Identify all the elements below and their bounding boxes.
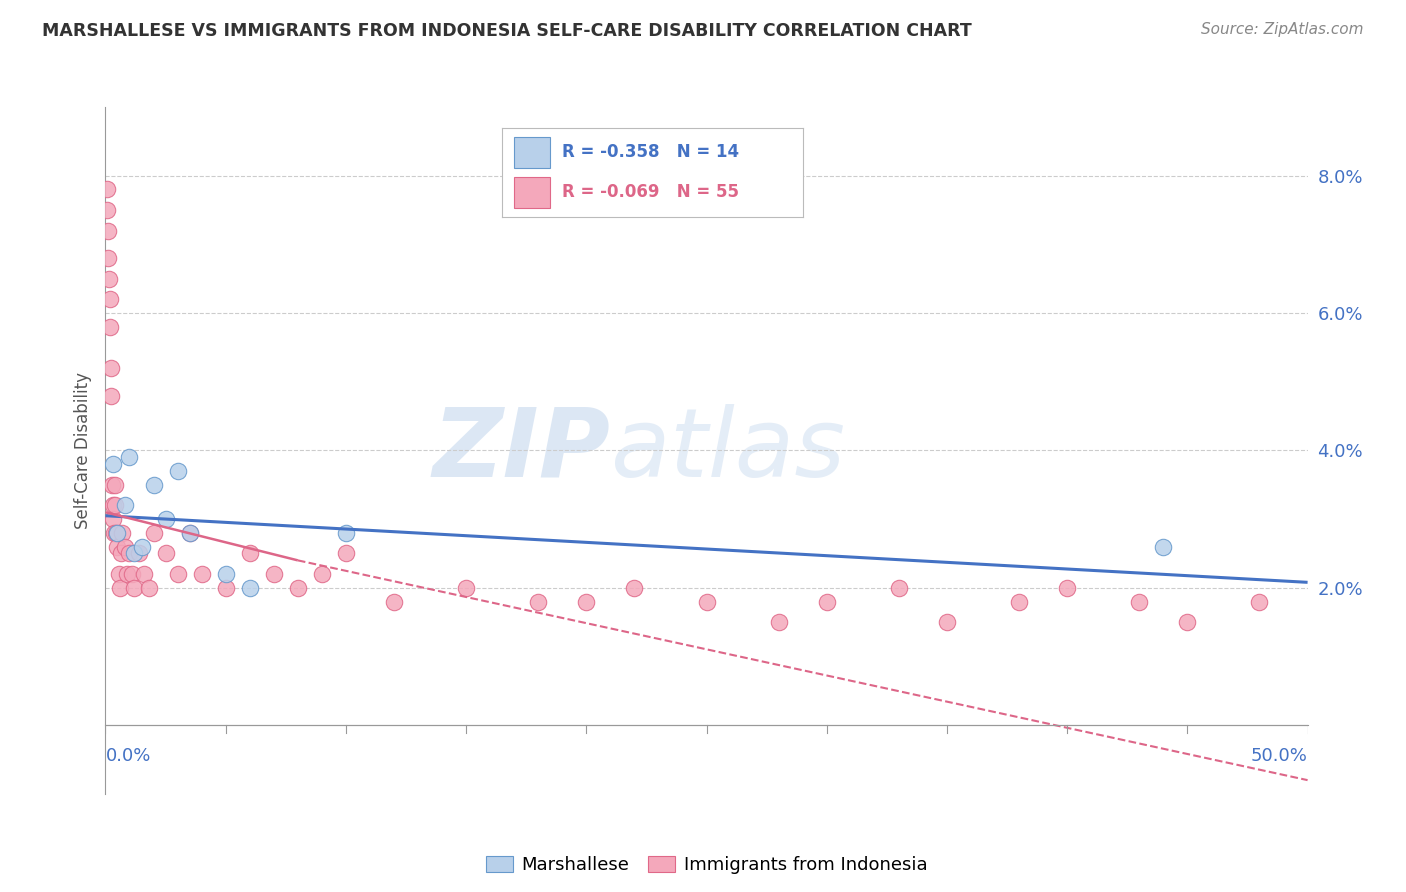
Point — [335, 525, 357, 540]
Legend: Marshallese, Immigrants from Indonesia: Marshallese, Immigrants from Indonesia — [478, 848, 935, 881]
Point — [179, 525, 201, 540]
FancyBboxPatch shape — [515, 177, 550, 208]
Text: R = -0.358   N = 14: R = -0.358 N = 14 — [562, 144, 740, 161]
Point — [101, 477, 124, 491]
Point — [335, 546, 357, 560]
Point — [100, 388, 122, 402]
Point — [190, 567, 212, 582]
Point — [239, 546, 262, 560]
Point — [166, 567, 188, 582]
Point — [1152, 540, 1174, 554]
Point — [936, 615, 959, 630]
Text: atlas: atlas — [610, 404, 845, 497]
Text: MARSHALLESE VS IMMIGRANTS FROM INDONESIA SELF-CARE DISABILITY CORRELATION CHART: MARSHALLESE VS IMMIGRANTS FROM INDONESIA… — [42, 22, 972, 40]
Point — [108, 581, 131, 595]
Point — [104, 477, 127, 491]
Point — [623, 581, 645, 595]
Point — [263, 567, 285, 582]
Point — [115, 567, 138, 582]
Text: 50.0%: 50.0% — [1251, 747, 1308, 765]
Point — [1249, 594, 1271, 608]
Text: 0.0%: 0.0% — [105, 747, 150, 765]
Text: Source: ZipAtlas.com: Source: ZipAtlas.com — [1201, 22, 1364, 37]
Point — [103, 499, 125, 513]
Point — [105, 525, 128, 540]
Point — [1056, 581, 1078, 595]
Point — [103, 525, 125, 540]
Point — [214, 567, 236, 582]
Point — [128, 546, 150, 560]
Text: ZIP: ZIP — [433, 404, 610, 497]
Point — [138, 581, 160, 595]
Point — [107, 525, 129, 540]
Point — [107, 540, 129, 554]
Point — [96, 182, 118, 196]
Point — [124, 581, 146, 595]
Point — [887, 581, 910, 595]
Point — [114, 499, 136, 513]
Point — [155, 546, 177, 560]
FancyBboxPatch shape — [515, 136, 550, 168]
Point — [142, 525, 165, 540]
Point — [98, 319, 121, 334]
Point — [1008, 594, 1031, 608]
Text: R = -0.069   N = 55: R = -0.069 N = 55 — [562, 184, 740, 202]
Point — [1175, 615, 1198, 630]
Point — [98, 293, 121, 307]
Point — [97, 224, 120, 238]
Point — [155, 512, 177, 526]
Point — [179, 525, 201, 540]
Point — [107, 567, 129, 582]
Point — [527, 594, 550, 608]
Point — [97, 251, 120, 265]
Point — [768, 615, 790, 630]
Point — [98, 271, 121, 285]
Point — [696, 594, 718, 608]
Point — [142, 477, 165, 491]
Point — [101, 457, 124, 471]
Point — [131, 540, 153, 554]
Point — [101, 512, 124, 526]
Point — [1128, 594, 1150, 608]
Point — [311, 567, 333, 582]
Point — [454, 581, 477, 595]
Point — [815, 594, 838, 608]
Point — [118, 450, 141, 465]
Point — [111, 525, 134, 540]
Point — [114, 540, 136, 554]
Point — [121, 567, 143, 582]
Point — [166, 464, 188, 478]
Point — [110, 546, 132, 560]
Point — [96, 202, 118, 217]
Point — [287, 581, 309, 595]
Point — [575, 594, 598, 608]
Point — [124, 546, 146, 560]
Point — [382, 594, 405, 608]
Point — [118, 546, 141, 560]
Point — [132, 567, 155, 582]
Point — [214, 581, 236, 595]
Y-axis label: Self-Care Disability: Self-Care Disability — [73, 372, 91, 529]
Point — [239, 581, 262, 595]
Point — [100, 361, 122, 376]
Point — [101, 499, 124, 513]
